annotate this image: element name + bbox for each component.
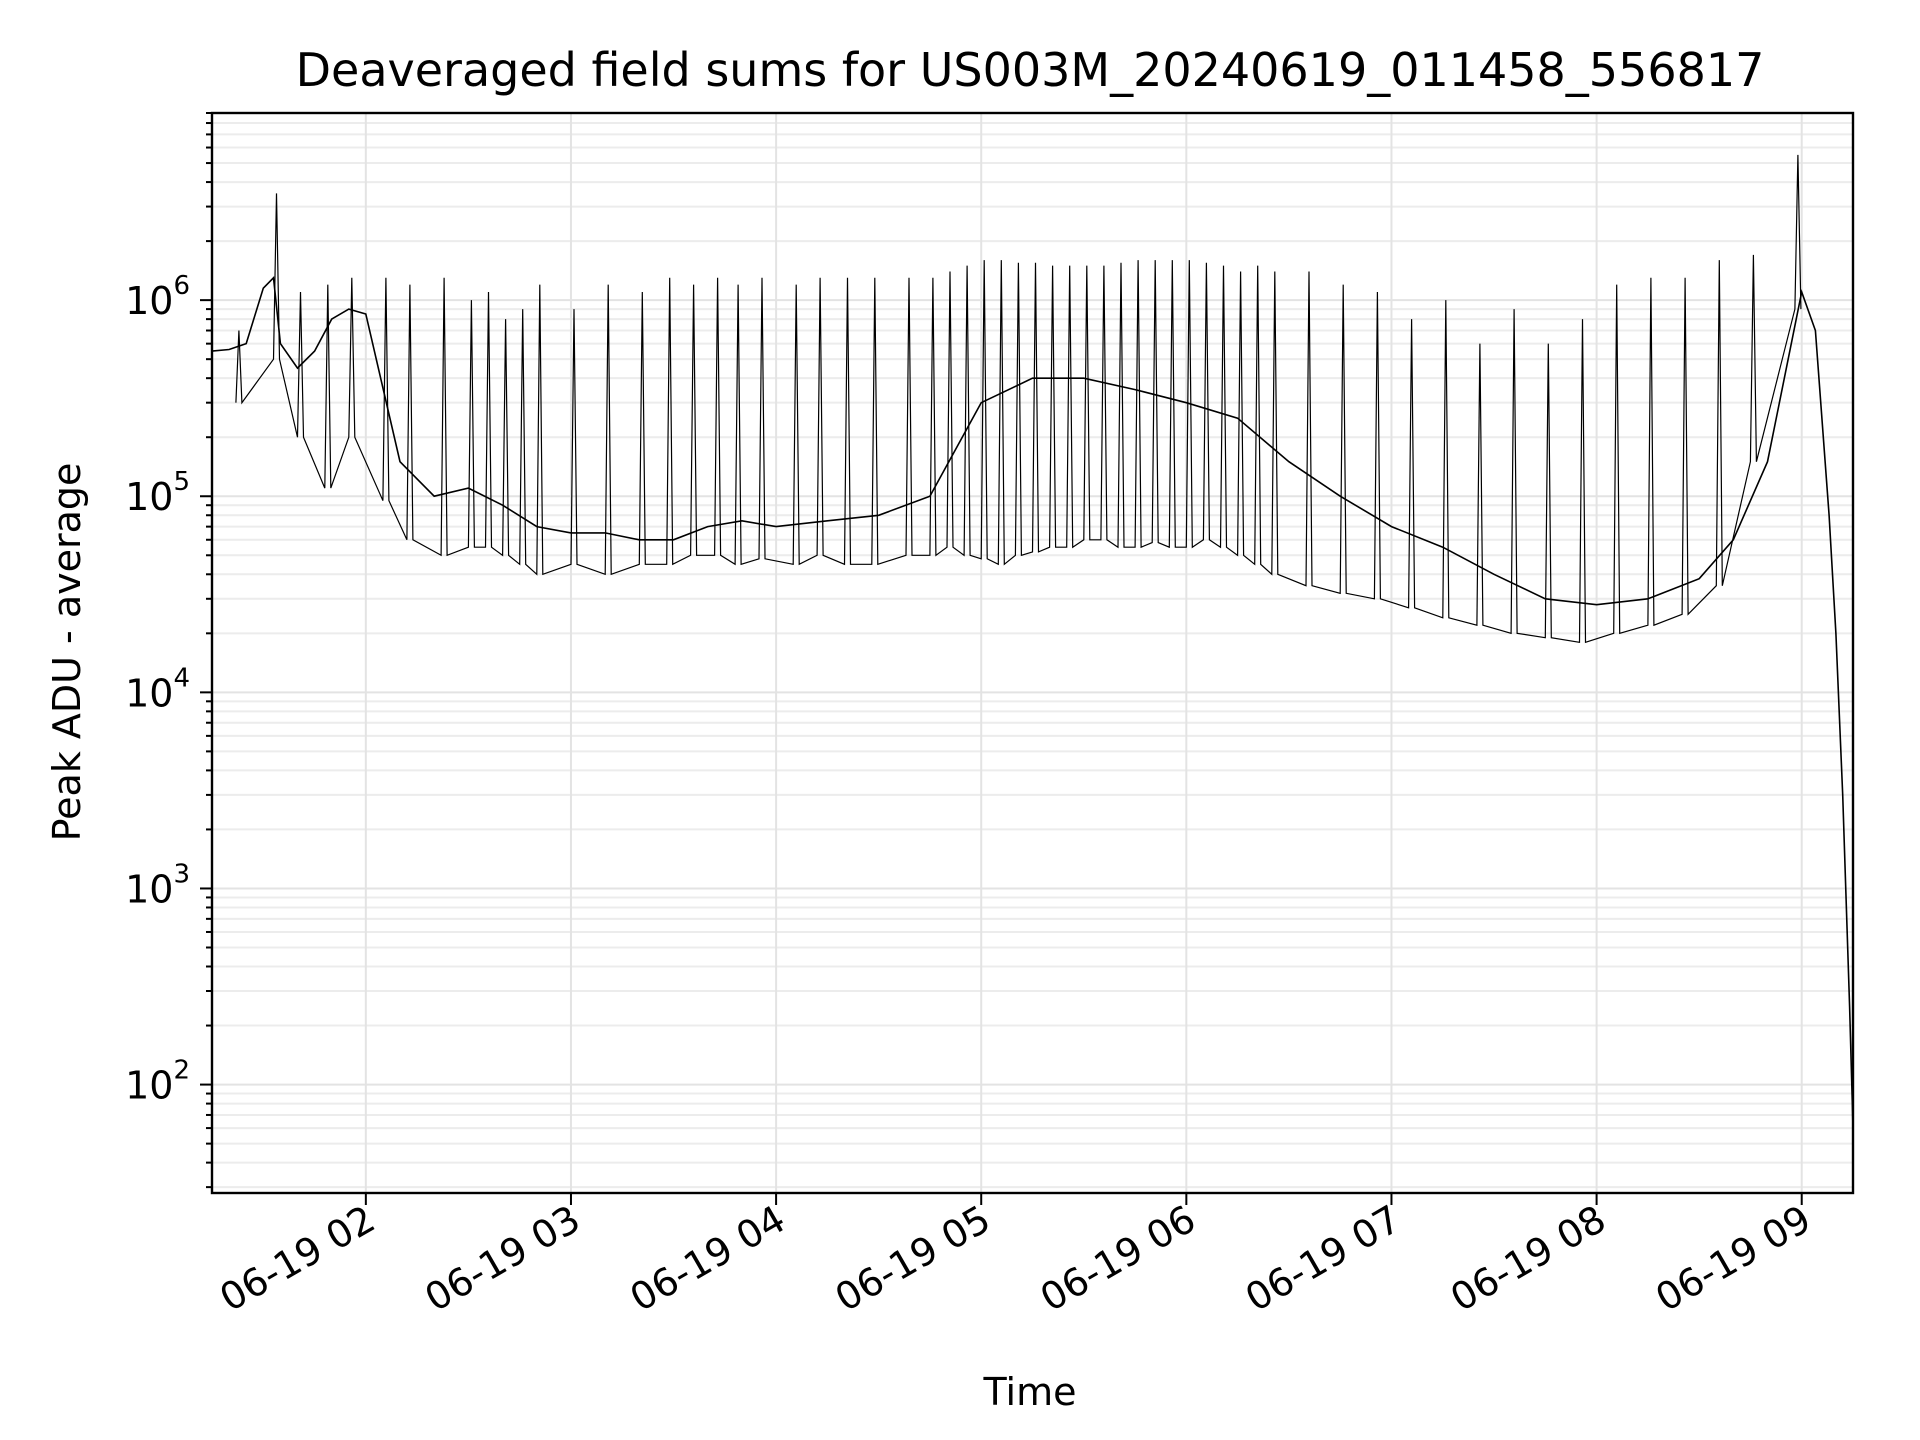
y-tick-label: 106 xyxy=(125,271,190,323)
y-axis-label: Peak ADU - average xyxy=(45,463,89,842)
y-tick-label: 104 xyxy=(125,663,190,715)
x-tick-label: 06-19 04 xyxy=(623,1197,793,1321)
chart-title: Deaveraged field sums for US003M_2024061… xyxy=(296,43,1765,97)
x-tick-label: 06-19 05 xyxy=(828,1197,998,1321)
series-layer xyxy=(211,154,1854,1129)
plot-frame xyxy=(210,111,1855,1195)
x-tick-label: 06-19 08 xyxy=(1443,1197,1613,1321)
x-tick-label: 06-19 03 xyxy=(418,1197,588,1321)
y-tick-label: 103 xyxy=(125,859,190,911)
y-tick-label: 102 xyxy=(125,1056,190,1108)
x-tick-label: 06-19 02 xyxy=(212,1197,382,1321)
grid xyxy=(212,112,1853,1193)
spike-series-line xyxy=(235,154,1802,644)
series-line xyxy=(211,276,1854,1129)
axes: 102 103 104 105 106 06-19 02 06-19 03 06-19 04 0… xyxy=(125,111,1855,1321)
x-tick-label: 06-19 06 xyxy=(1033,1197,1203,1321)
x-tick-label: 06-19 09 xyxy=(1648,1197,1818,1321)
x-axis-label: Time xyxy=(983,1370,1077,1414)
y-tick-label: 105 xyxy=(125,467,190,519)
x-tick-label: 06-19 07 xyxy=(1238,1197,1408,1321)
